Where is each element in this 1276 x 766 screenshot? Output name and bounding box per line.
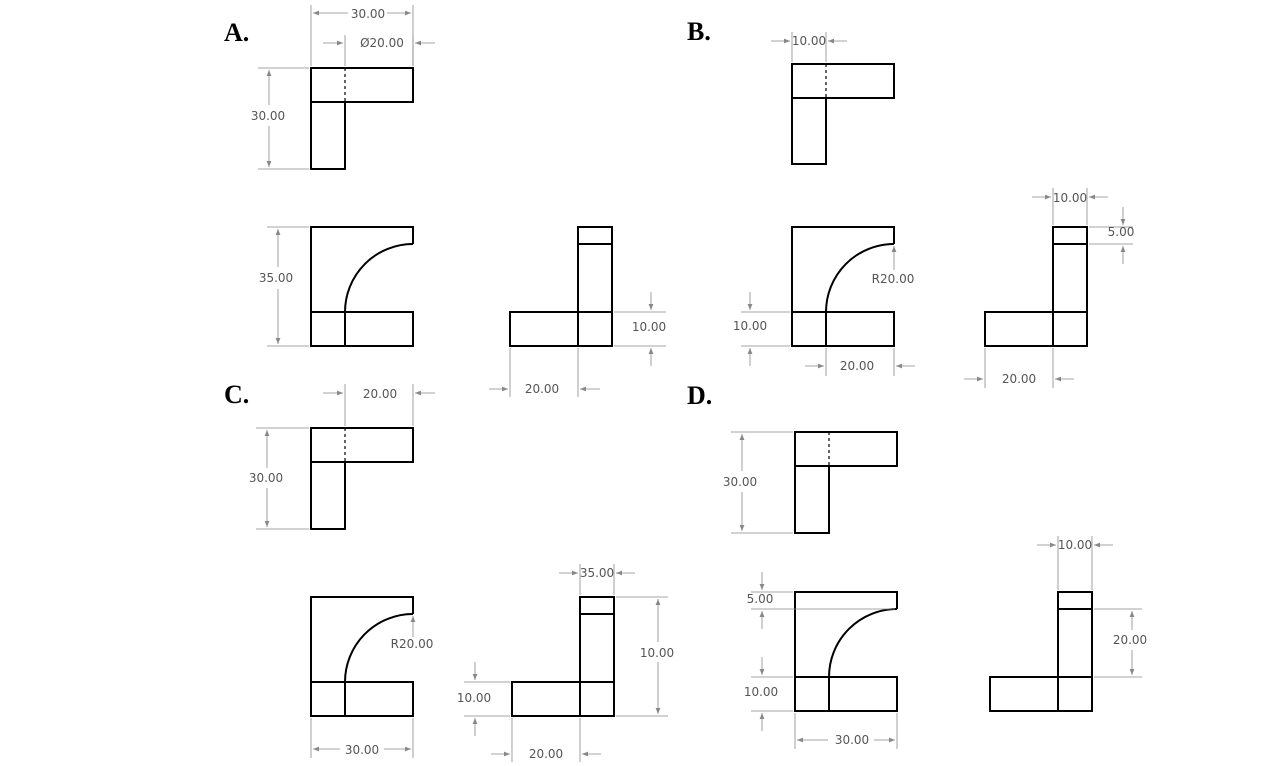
option-b-dim-radius: R20.00 — [872, 246, 915, 286]
option-b-front-view — [791, 226, 895, 347]
option-d-dim-text: 30.00 — [835, 733, 869, 747]
option-b-dim-side-step: 5.00 — [1089, 207, 1134, 264]
option-d-dim-text: 20.00 — [1113, 633, 1147, 647]
option-a-dim-diameter: Ø20.00 — [323, 35, 435, 66]
option-d: D. 30.00 5.00 — [687, 381, 1147, 749]
option-c-dim-text: 10.00 — [640, 646, 674, 660]
option-c-dim-text: 35.00 — [580, 566, 614, 580]
option-b-top-view — [791, 63, 895, 165]
option-d-dim-front-base: 10.00 — [744, 657, 793, 731]
option-d-side-view — [989, 591, 1093, 712]
option-c-dim-text: 20.00 — [363, 387, 397, 401]
option-d-dim-side-height: 20.00 — [1094, 608, 1147, 678]
option-c-front-view — [310, 596, 414, 717]
option-c-dim-text: 30.00 — [345, 743, 379, 757]
option-c-dim-text: 10.00 — [457, 691, 491, 705]
option-a-dim-text: 10.00 — [632, 320, 666, 334]
option-c-dim-radius: R20.00 — [391, 616, 434, 651]
option-b-dim-text: 10.00 — [733, 319, 767, 333]
option-c-dim-side-width: 20.00 — [491, 718, 601, 762]
option-a-side-view — [509, 226, 613, 347]
option-b-dim-top-width: 10.00 — [771, 32, 847, 62]
option-d-top-view — [794, 431, 898, 534]
option-d-dim-front-step: 5.00 — [747, 572, 895, 629]
option-b-dim-text: R20.00 — [872, 272, 915, 286]
option-c-dim-side-height: 10.00 — [616, 596, 674, 717]
option-c-dim-top-height: 30.00 — [249, 427, 309, 530]
option-a-dim-front-height: 35.00 — [259, 226, 309, 347]
option-d-dim-text: 10.00 — [744, 685, 778, 699]
option-c-side-view — [511, 596, 615, 717]
option-c-dim-front-width: 30.00 — [310, 718, 414, 758]
option-d-dim-text: 30.00 — [723, 475, 757, 489]
option-c-dim-top-width: 20.00 — [323, 384, 435, 426]
option-c-dim-text: 20.00 — [529, 747, 563, 761]
option-c-label: C. — [224, 380, 249, 409]
option-a-dim-text: 30.00 — [351, 7, 385, 21]
option-c-top-view — [310, 427, 414, 530]
option-b-dim-front-width: 20.00 — [805, 348, 915, 376]
option-c-dim-side-top-width: 35.00 — [559, 564, 635, 595]
option-a-dim-text: 30.00 — [251, 109, 285, 123]
option-a-label: A. — [224, 18, 249, 47]
option-b-dim-text: 10.00 — [1053, 191, 1087, 205]
option-b-dim-text: 20.00 — [1002, 372, 1036, 386]
option-c-dim-text: 30.00 — [249, 471, 283, 485]
option-d-label: D. — [687, 381, 712, 410]
option-a-dim-text: 20.00 — [525, 382, 559, 396]
option-b-dim-text: 10.00 — [792, 34, 826, 48]
option-a-dim-text: Ø20.00 — [360, 36, 404, 50]
option-b-dim-side-width: 20.00 — [964, 348, 1074, 388]
option-a-dim-side-height: 10.00 — [614, 292, 666, 366]
option-d-dim-side-top-width: 10.00 — [1037, 536, 1113, 590]
option-b-label: B. — [687, 17, 711, 46]
option-a-front-view — [310, 226, 414, 347]
option-b-dim-text: 20.00 — [840, 359, 874, 373]
option-a: A. 30.00 Ø20.00 30.00 — [224, 5, 666, 397]
option-c: C. 20.00 30.00 R20.0 — [224, 380, 674, 762]
option-a-top-view — [310, 67, 414, 170]
option-c-dim-text: R20.00 — [391, 637, 434, 651]
option-d-front-view — [794, 591, 898, 712]
option-b-dim-text: 5.00 — [1108, 225, 1135, 239]
option-b: B. 10.00 R20.00 10.0 — [687, 17, 1134, 388]
option-b-dim-front-height: 10.00 — [733, 292, 790, 366]
option-a-dim-text: 35.00 — [259, 271, 293, 285]
option-b-dim-side-top-width: 10.00 — [1032, 188, 1108, 225]
option-d-dim-top-height: 30.00 — [723, 431, 793, 534]
option-c-dim-side-base: 10.00 — [457, 662, 510, 736]
option-d-dim-text: 10.00 — [1058, 538, 1092, 552]
option-a-dim-top-height: 30.00 — [251, 67, 309, 170]
option-d-dim-front-width: 30.00 — [794, 713, 898, 749]
option-a-dim-side-width: 20.00 — [489, 348, 600, 397]
option-d-dim-text: 5.00 — [747, 592, 774, 606]
option-b-side-view — [984, 226, 1088, 347]
